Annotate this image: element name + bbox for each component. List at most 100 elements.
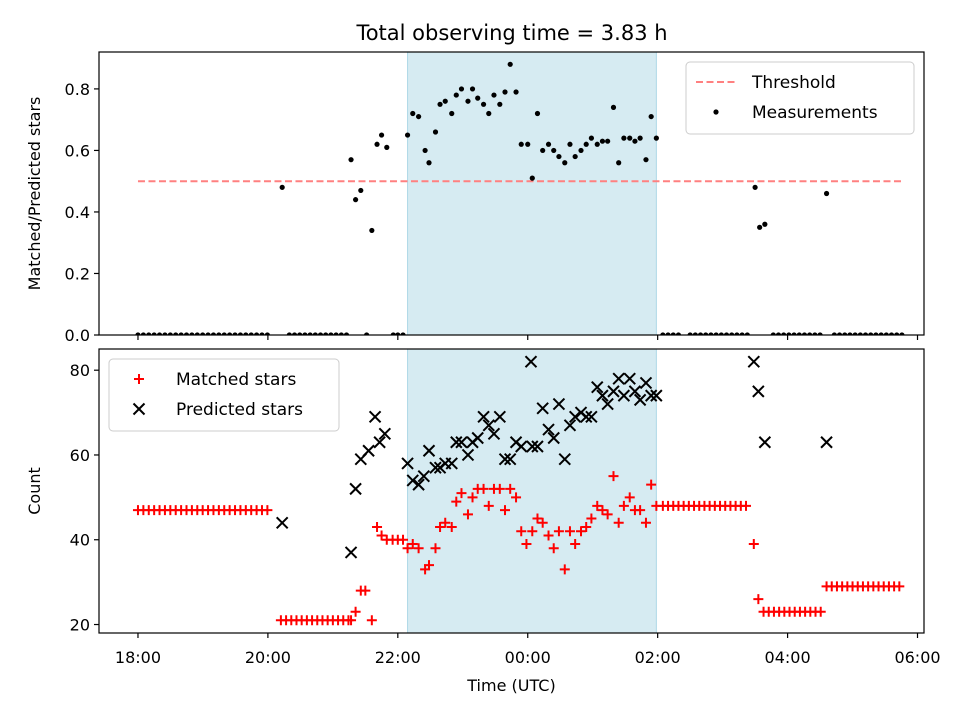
data-point <box>739 332 745 335</box>
data-point <box>422 147 428 154</box>
data-point <box>836 332 843 335</box>
data-point <box>513 89 519 95</box>
data-point <box>632 138 638 144</box>
data-point <box>526 440 539 453</box>
data-point <box>395 332 401 335</box>
legend: Matched stars Predicted stars <box>108 358 340 432</box>
data-point <box>406 474 419 487</box>
data-point <box>878 332 884 335</box>
data-point <box>791 332 797 335</box>
data-point <box>525 141 531 147</box>
data-point <box>518 141 524 147</box>
data-point <box>437 101 443 107</box>
data-point <box>670 332 676 335</box>
data-point <box>477 410 490 424</box>
data-point <box>328 332 334 335</box>
data-point <box>521 538 532 549</box>
legend: Threshold Measurements <box>685 61 915 135</box>
data-point <box>352 197 359 203</box>
data-point <box>660 332 666 335</box>
data-point <box>146 332 152 335</box>
axes-frame <box>98 348 925 634</box>
data-point <box>407 538 418 549</box>
data-point <box>610 104 617 110</box>
data-point <box>747 355 761 368</box>
data-point <box>703 332 709 335</box>
data-point <box>534 110 541 117</box>
data-point <box>333 332 339 335</box>
x-tick-label: 22:00 <box>375 648 421 667</box>
data-point <box>183 332 190 335</box>
data-point <box>748 538 759 549</box>
data-point <box>264 332 270 335</box>
y-tick-label: 60 <box>70 446 90 465</box>
x-tick-label: 04:00 <box>765 648 811 667</box>
data-point <box>491 92 497 98</box>
data-point <box>781 332 787 335</box>
data-point <box>507 61 513 67</box>
data-point <box>586 513 597 524</box>
data-point <box>368 410 382 424</box>
data-point <box>556 153 562 160</box>
data-point <box>596 389 609 402</box>
x-axis-label: Time (UTC) <box>466 676 555 695</box>
data-point <box>831 332 837 335</box>
data-point <box>547 431 560 445</box>
data-point <box>616 160 622 166</box>
y-tick-label: 20 <box>70 616 90 635</box>
data-point <box>542 423 555 436</box>
data-point <box>532 513 543 524</box>
data-point <box>646 479 657 490</box>
data-point <box>378 427 392 440</box>
data-point <box>173 332 179 335</box>
data-point <box>178 332 184 335</box>
data-point <box>445 457 458 470</box>
data-point <box>487 427 501 440</box>
data-point <box>618 500 629 511</box>
data-point <box>456 488 467 499</box>
y-tick-label: 0.8 <box>65 80 90 99</box>
data-point <box>232 332 238 335</box>
data-point <box>624 492 635 503</box>
figure-title: Total observing time = 3.83 h <box>355 21 667 45</box>
data-point <box>156 332 163 335</box>
data-point <box>446 522 457 533</box>
data-point <box>752 184 758 190</box>
data-point <box>562 160 568 166</box>
data-point <box>551 147 557 154</box>
data-point <box>338 332 344 335</box>
data-point <box>536 402 549 415</box>
data-point <box>608 471 619 482</box>
data-point <box>758 436 772 449</box>
data-point <box>883 332 889 335</box>
data-point <box>358 187 364 194</box>
x-tick-label: 06:00 <box>894 648 940 667</box>
data-point <box>402 543 413 554</box>
axes-frame <box>98 51 925 336</box>
data-point <box>478 483 489 494</box>
data-point <box>343 332 350 335</box>
y-axis-label: Count <box>25 467 44 515</box>
data-point <box>410 110 416 117</box>
observing-window-shade <box>407 52 657 335</box>
data-point <box>894 581 905 592</box>
data-point <box>605 138 611 144</box>
data-point <box>607 385 620 398</box>
data-point <box>862 332 869 335</box>
data-point <box>302 332 308 335</box>
data-point <box>675 332 682 335</box>
data-point <box>493 410 507 424</box>
y-tick-label: 0.2 <box>65 264 90 283</box>
data-point <box>450 436 463 449</box>
data-point <box>796 332 802 335</box>
series-measurements <box>135 61 905 335</box>
data-point <box>253 332 260 335</box>
data-point <box>297 332 303 335</box>
data-point <box>753 594 764 605</box>
legend-dot-swatch <box>713 109 719 115</box>
data-point <box>644 389 658 402</box>
data-point <box>744 332 750 335</box>
data-point <box>553 526 564 537</box>
data-point <box>770 332 776 335</box>
